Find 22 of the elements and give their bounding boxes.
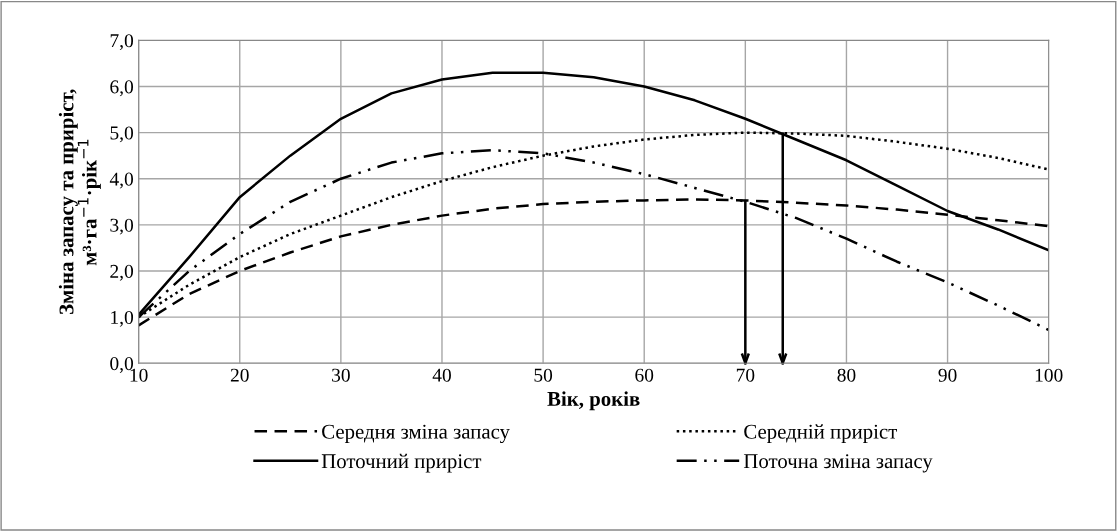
y-tick-label: 6,0 (110, 80, 134, 97)
y-tick-label: 1,0 (111, 310, 134, 327)
legend-label: Середня зміна запасу (322, 424, 510, 443)
x-tick-label: 80 (837, 368, 856, 382)
y-tick-label: 7,0 (110, 34, 134, 51)
x-tick-label: 90 (938, 368, 957, 382)
x-tick-label: 40 (432, 368, 451, 382)
x-tick-label: 60 (635, 368, 654, 382)
x-tick-label: 50 (534, 368, 553, 382)
legend-label: Середній приріст (744, 424, 897, 443)
y-tick-label: 2,0 (110, 264, 134, 281)
x-tick-label: 30 (332, 368, 350, 382)
x-axis-title: Вік, років (547, 391, 640, 411)
legend-label: Поточний приріст (321, 453, 482, 473)
x-tick-label: 20 (230, 368, 249, 382)
x-tick-label: 100 (1035, 368, 1063, 382)
x-tick-label: 70 (736, 368, 755, 382)
y-tick-label: 3,0 (110, 218, 134, 235)
y-tick-label: 5,0 (110, 126, 134, 143)
legend-label: Поточна зміна запасу (743, 454, 933, 473)
y-tick-label: 4,0 (109, 172, 134, 189)
y-axis-title: Зміна запасу та приріст, м³·га$^{−1}$·рік$^{−1}$ (58, 89, 101, 314)
